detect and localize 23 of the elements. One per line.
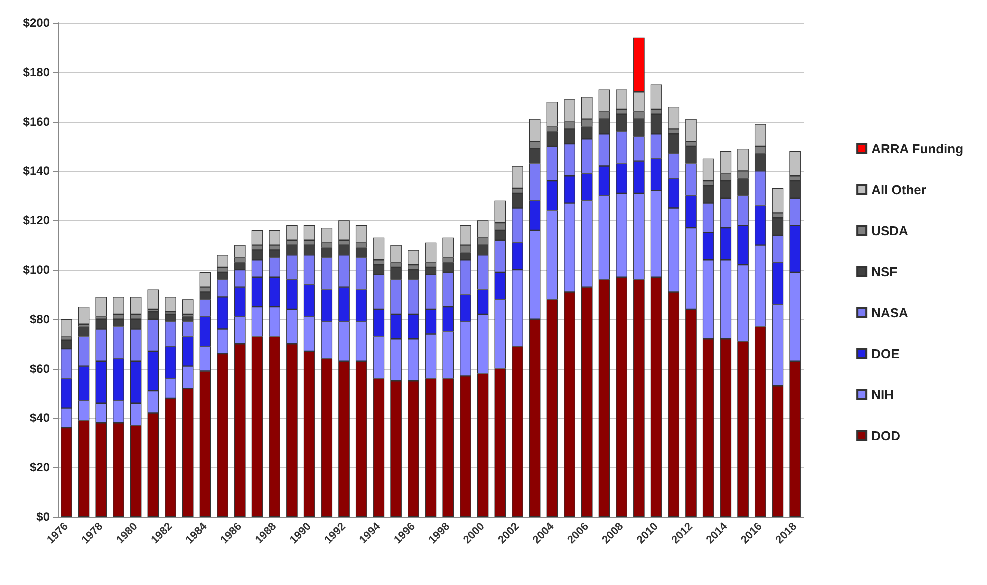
legend-label: ARRA Funding [872,142,964,156]
legend-label: NASA [872,306,910,320]
legend-label: All Other [872,182,926,198]
y-tick-label: $40 [30,411,50,426]
legend-label: NIH [872,388,894,402]
legend-label: USDA [872,224,910,238]
bar [96,297,108,317]
y-tick-label: $100 [23,263,50,277]
y-tick-label: $140 [23,164,50,178]
bar [165,297,176,312]
y-tick-label: $20 [30,460,50,475]
legend-label: NSF [872,264,898,280]
y-tick-label: $120 [23,214,50,228]
legend-label: DOD [872,428,900,444]
y-tick-label: $80 [30,312,50,326]
y-tick-label: $160 [23,114,50,129]
y-tick-label: $0 [36,510,50,524]
y-tick-label: $200 [23,16,50,30]
y-tick-label: $180 [23,65,50,80]
bar [148,290,160,310]
bar [182,300,194,314]
legend-label: DOE [872,346,900,362]
y-tick-label: $60 [30,362,50,376]
